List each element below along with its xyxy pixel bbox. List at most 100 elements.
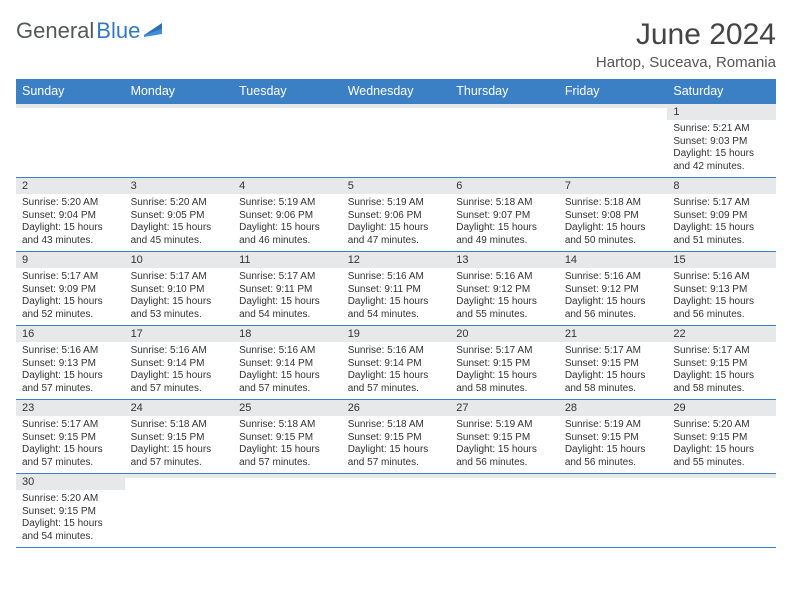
sunrise-text: Sunrise: 5:18 AM: [456, 197, 553, 210]
day-details: Sunrise: 5:20 AMSunset: 9:15 PMDaylight:…: [667, 416, 776, 473]
weekday-header: Sunday: [16, 79, 125, 104]
sunset-text: Sunset: 9:15 PM: [456, 432, 553, 445]
sunset-text: Sunset: 9:14 PM: [348, 358, 445, 371]
day-details: Sunrise: 5:16 AMSunset: 9:14 PMDaylight:…: [342, 342, 451, 399]
day-number: 5: [342, 178, 451, 194]
calendar-week-row: 23Sunrise: 5:17 AMSunset: 9:15 PMDayligh…: [16, 400, 776, 474]
weekday-header: Friday: [559, 79, 668, 104]
calendar-day-cell: 29Sunrise: 5:20 AMSunset: 9:15 PMDayligh…: [667, 400, 776, 474]
day-number: 30: [16, 474, 125, 490]
sunset-text: Sunset: 9:12 PM: [565, 284, 662, 297]
sunrise-text: Sunrise: 5:18 AM: [565, 197, 662, 210]
logo-text-blue: Blue: [96, 18, 140, 44]
day-details: Sunrise: 5:16 AMSunset: 9:13 PMDaylight:…: [16, 342, 125, 399]
day-number: 27: [450, 400, 559, 416]
day-number: 1: [667, 104, 776, 120]
calendar-week-row: 30Sunrise: 5:20 AMSunset: 9:15 PMDayligh…: [16, 474, 776, 548]
page-header: GeneralBlue June 2024 Hartop, Suceava, R…: [16, 18, 776, 71]
daylight-text: Daylight: 15 hours and 57 minutes.: [239, 370, 336, 395]
daylight-text: Daylight: 15 hours and 51 minutes.: [673, 222, 770, 247]
daylight-text: Daylight: 15 hours and 46 minutes.: [239, 222, 336, 247]
sunrise-text: Sunrise: 5:16 AM: [348, 271, 445, 284]
calendar-day-cell: 11Sunrise: 5:17 AMSunset: 9:11 PMDayligh…: [233, 252, 342, 326]
calendar-day-cell: 14Sunrise: 5:16 AMSunset: 9:12 PMDayligh…: [559, 252, 668, 326]
sunset-text: Sunset: 9:15 PM: [565, 358, 662, 371]
day-details: Sunrise: 5:17 AMSunset: 9:15 PMDaylight:…: [559, 342, 668, 399]
daylight-text: Daylight: 15 hours and 57 minutes.: [348, 370, 445, 395]
sunset-text: Sunset: 9:06 PM: [348, 210, 445, 223]
calendar-day-cell: 21Sunrise: 5:17 AMSunset: 9:15 PMDayligh…: [559, 326, 668, 400]
day-details: Sunrise: 5:16 AMSunset: 9:12 PMDaylight:…: [450, 268, 559, 325]
sunrise-text: Sunrise: 5:16 AM: [565, 271, 662, 284]
sunrise-text: Sunrise: 5:17 AM: [22, 271, 119, 284]
day-details: Sunrise: 5:20 AMSunset: 9:15 PMDaylight:…: [16, 490, 125, 547]
day-number: 23: [16, 400, 125, 416]
calendar-day-cell: [667, 474, 776, 548]
day-number: [342, 104, 451, 108]
day-details: Sunrise: 5:18 AMSunset: 9:07 PMDaylight:…: [450, 194, 559, 251]
day-details: Sunrise: 5:18 AMSunset: 9:15 PMDaylight:…: [233, 416, 342, 473]
daylight-text: Daylight: 15 hours and 55 minutes.: [456, 296, 553, 321]
day-details: Sunrise: 5:19 AMSunset: 9:15 PMDaylight:…: [450, 416, 559, 473]
day-details: Sunrise: 5:19 AMSunset: 9:06 PMDaylight:…: [342, 194, 451, 251]
day-number: 6: [450, 178, 559, 194]
sunrise-text: Sunrise: 5:20 AM: [22, 197, 119, 210]
sunset-text: Sunset: 9:05 PM: [131, 210, 228, 223]
calendar-day-cell: 22Sunrise: 5:17 AMSunset: 9:15 PMDayligh…: [667, 326, 776, 400]
daylight-text: Daylight: 15 hours and 58 minutes.: [565, 370, 662, 395]
day-number: 10: [125, 252, 234, 268]
sunrise-text: Sunrise: 5:16 AM: [673, 271, 770, 284]
day-details: Sunrise: 5:20 AMSunset: 9:05 PMDaylight:…: [125, 194, 234, 251]
sunset-text: Sunset: 9:11 PM: [348, 284, 445, 297]
calendar-week-row: 9Sunrise: 5:17 AMSunset: 9:09 PMDaylight…: [16, 252, 776, 326]
day-number: 19: [342, 326, 451, 342]
calendar-day-cell: 3Sunrise: 5:20 AMSunset: 9:05 PMDaylight…: [125, 178, 234, 252]
sunrise-text: Sunrise: 5:17 AM: [239, 271, 336, 284]
daylight-text: Daylight: 15 hours and 54 minutes.: [22, 518, 119, 543]
sunset-text: Sunset: 9:15 PM: [22, 506, 119, 519]
daylight-text: Daylight: 15 hours and 53 minutes.: [131, 296, 228, 321]
calendar-day-cell: 1Sunrise: 5:21 AMSunset: 9:03 PMDaylight…: [667, 104, 776, 178]
day-number: [667, 474, 776, 478]
calendar-day-cell: 4Sunrise: 5:19 AMSunset: 9:06 PMDaylight…: [233, 178, 342, 252]
daylight-text: Daylight: 15 hours and 47 minutes.: [348, 222, 445, 247]
sunset-text: Sunset: 9:15 PM: [456, 358, 553, 371]
calendar-day-cell: [125, 474, 234, 548]
sunrise-text: Sunrise: 5:16 AM: [239, 345, 336, 358]
calendar-day-cell: [342, 104, 451, 178]
sunrise-text: Sunrise: 5:19 AM: [239, 197, 336, 210]
sunset-text: Sunset: 9:15 PM: [348, 432, 445, 445]
weekday-header: Thursday: [450, 79, 559, 104]
calendar-week-row: 1Sunrise: 5:21 AMSunset: 9:03 PMDaylight…: [16, 104, 776, 178]
calendar-day-cell: 8Sunrise: 5:17 AMSunset: 9:09 PMDaylight…: [667, 178, 776, 252]
calendar-day-cell: 6Sunrise: 5:18 AMSunset: 9:07 PMDaylight…: [450, 178, 559, 252]
calendar-day-cell: 17Sunrise: 5:16 AMSunset: 9:14 PMDayligh…: [125, 326, 234, 400]
calendar-day-cell: 30Sunrise: 5:20 AMSunset: 9:15 PMDayligh…: [16, 474, 125, 548]
calendar-day-cell: [559, 104, 668, 178]
day-number: 9: [16, 252, 125, 268]
day-details: Sunrise: 5:18 AMSunset: 9:08 PMDaylight:…: [559, 194, 668, 251]
day-details: Sunrise: 5:17 AMSunset: 9:11 PMDaylight:…: [233, 268, 342, 325]
day-number: 24: [125, 400, 234, 416]
day-number: 2: [16, 178, 125, 194]
sunset-text: Sunset: 9:14 PM: [239, 358, 336, 371]
calendar-day-cell: 19Sunrise: 5:16 AMSunset: 9:14 PMDayligh…: [342, 326, 451, 400]
daylight-text: Daylight: 15 hours and 58 minutes.: [673, 370, 770, 395]
calendar-day-cell: 13Sunrise: 5:16 AMSunset: 9:12 PMDayligh…: [450, 252, 559, 326]
calendar-day-cell: 9Sunrise: 5:17 AMSunset: 9:09 PMDaylight…: [16, 252, 125, 326]
day-number: 13: [450, 252, 559, 268]
calendar-day-cell: 27Sunrise: 5:19 AMSunset: 9:15 PMDayligh…: [450, 400, 559, 474]
sunrise-text: Sunrise: 5:20 AM: [22, 493, 119, 506]
calendar-day-cell: [450, 474, 559, 548]
weekday-header: Tuesday: [233, 79, 342, 104]
day-number: 21: [559, 326, 668, 342]
calendar-day-cell: 7Sunrise: 5:18 AMSunset: 9:08 PMDaylight…: [559, 178, 668, 252]
sunrise-text: Sunrise: 5:16 AM: [22, 345, 119, 358]
sunset-text: Sunset: 9:06 PM: [239, 210, 336, 223]
day-number: [16, 104, 125, 108]
day-details: Sunrise: 5:16 AMSunset: 9:13 PMDaylight:…: [667, 268, 776, 325]
day-number: [559, 474, 668, 478]
day-number: [342, 474, 451, 478]
daylight-text: Daylight: 15 hours and 56 minutes.: [456, 444, 553, 469]
day-number: 25: [233, 400, 342, 416]
